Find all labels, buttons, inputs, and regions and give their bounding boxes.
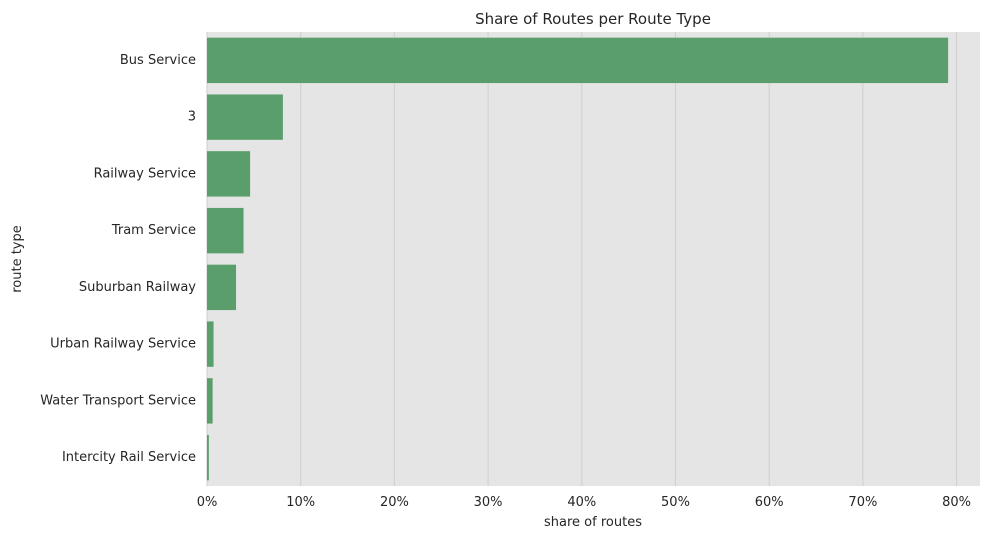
x-tick-label: 10% — [286, 495, 315, 510]
plot-area — [207, 32, 980, 486]
y-tick-label: Suburban Railway — [79, 280, 196, 295]
bar — [207, 37, 949, 84]
x-tick-label: 40% — [567, 495, 596, 510]
chart-title: Share of Routes per Route Type — [475, 10, 711, 28]
bar — [207, 94, 283, 140]
y-tick-label: Urban Railway Service — [50, 337, 196, 352]
bar — [207, 264, 237, 311]
bar — [207, 151, 251, 197]
x-tick-label: 30% — [474, 495, 503, 510]
bar — [207, 207, 244, 254]
y-tick-label: Railway Service — [94, 166, 196, 181]
y-axis-label: route type — [10, 225, 25, 293]
x-axis-label: share of routes — [544, 515, 642, 530]
bars — [207, 37, 949, 481]
bar — [207, 378, 213, 424]
bar — [207, 321, 214, 367]
y-tick-label: Intercity Rail Service — [62, 450, 196, 465]
y-tick-labels: Bus Service 3 Railway Service Tram Service S… — [40, 53, 196, 465]
y-tick-label: 3 — [188, 110, 196, 125]
y-tick-label: Water Transport Service — [40, 393, 196, 408]
y-tick-label: Tram Service — [111, 223, 196, 238]
gridlines — [206, 32, 958, 486]
x-tick-label: 20% — [380, 495, 409, 510]
y-tick-label: Bus Service — [120, 53, 196, 68]
x-tick-label: 50% — [661, 495, 690, 510]
x-tick-labels: 0% 10% 20% 30% 40% 50% 60% 70% 80% — [197, 495, 971, 510]
x-tick-label: 70% — [848, 495, 877, 510]
bar — [207, 434, 209, 481]
x-tick-label: 0% — [197, 495, 218, 510]
x-tick-label: 80% — [942, 495, 971, 510]
x-tick-label: 60% — [755, 495, 784, 510]
